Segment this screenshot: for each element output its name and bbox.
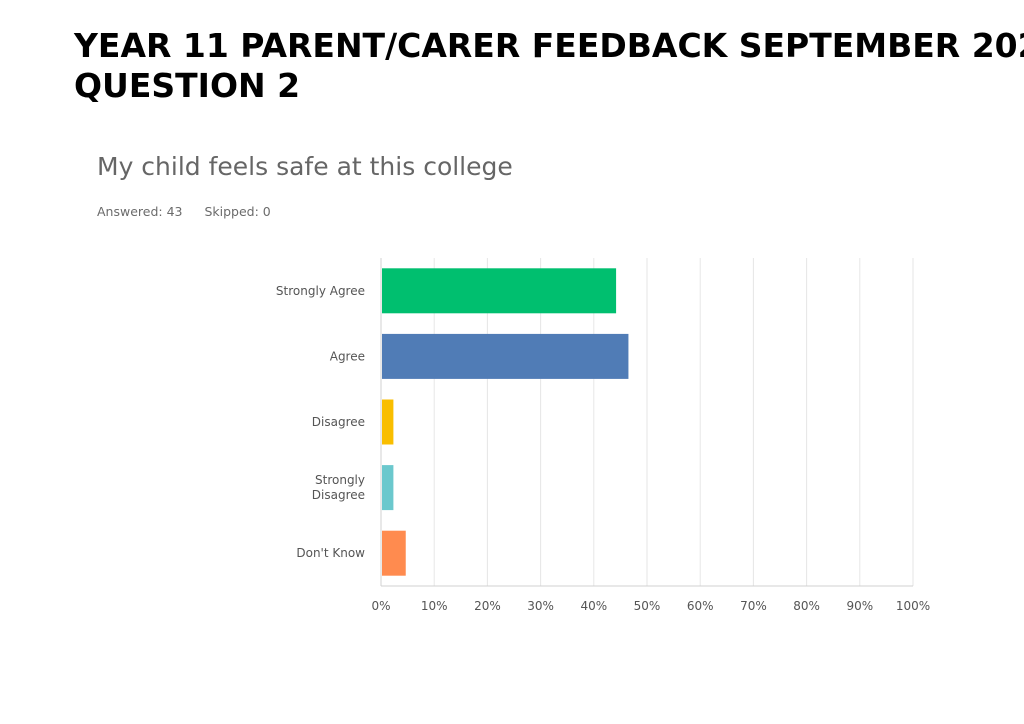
x-tick-label: 60%: [687, 599, 714, 613]
x-tick-label: 20%: [474, 599, 501, 613]
chart-tick-labels: 0% 10% 20% 30% 40% 50% 60% 70% 80% 90% 100%: [371, 599, 930, 613]
x-tick-label: 50%: [634, 599, 661, 613]
skipped-count: Skipped: 0: [204, 204, 271, 219]
category-label-strongly-agree: Strongly Agree: [276, 284, 365, 298]
bar-strongly-disagree: [382, 465, 394, 511]
category-label-don-t-know: Don't Know: [296, 546, 365, 560]
slide-title-line-1: YEAR 11 PARENT/CARER FEEDBACK SEPTEMBER …: [74, 26, 1024, 65]
response-stats: Answered: 43 Skipped: 0: [97, 204, 271, 219]
slide-title: YEAR 11 PARENT/CARER FEEDBACK SEPTEMBER …: [74, 26, 1024, 106]
bar-agree: [382, 333, 629, 379]
x-tick-label: 30%: [527, 599, 554, 613]
slide-title-line-2: QUESTION 2: [74, 66, 301, 105]
x-tick-label: 90%: [846, 599, 873, 613]
x-tick-label: 40%: [580, 599, 607, 613]
bar-don-t-know: [382, 530, 406, 576]
x-tick-label: 10%: [421, 599, 448, 613]
x-tick-label: 0%: [371, 599, 390, 613]
chart-bars: [382, 268, 629, 576]
question-title: My child feels safe at this college: [97, 152, 513, 181]
x-tick-label: 80%: [793, 599, 820, 613]
category-label-strongly-disagree: Strongly Disagree: [312, 473, 365, 502]
bar-disagree: [382, 399, 394, 445]
bar-strongly-agree: [382, 268, 617, 314]
answered-count: Answered: 43: [97, 204, 183, 219]
x-tick-label: 70%: [740, 599, 767, 613]
chart-category-labels: Strongly Agree Agree Disagree Strongly Disag…: [276, 284, 365, 560]
category-label-agree: Agree: [330, 349, 365, 363]
x-tick-label: 100%: [896, 599, 930, 613]
category-label-disagree: Disagree: [312, 415, 365, 429]
